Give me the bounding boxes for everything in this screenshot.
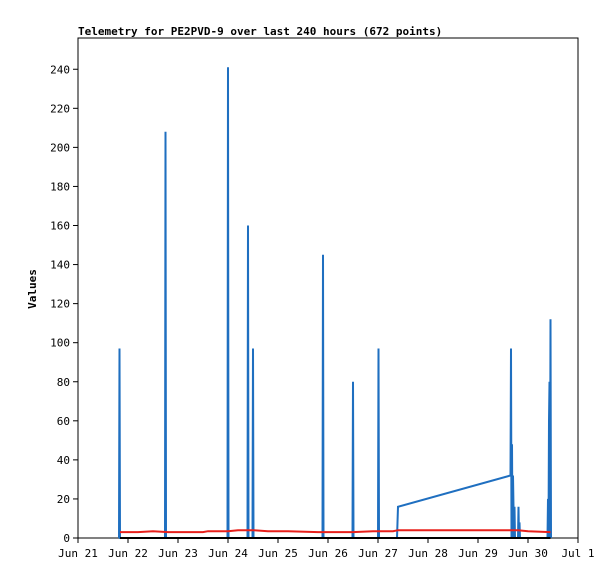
y-tick-label: 240 [50,63,70,76]
y-tick-label: 220 [50,102,70,115]
y-axis-label: Values [26,269,39,309]
y-tick-label: 100 [50,337,70,350]
x-tick-label: Jun 23 [158,547,198,560]
y-tick-label: 180 [50,180,70,193]
y-tick-label: 160 [50,220,70,233]
y-tick-label: 20 [57,493,70,506]
series-line-2 [120,529,551,534]
x-tick-label: Jun 30 [508,547,548,560]
x-tick-label: Jun 25 [258,547,298,560]
chart-title: Telemetry for PE2PVD-9 over last 240 hou… [78,25,442,38]
x-tick-label: Jun 27 [358,547,398,560]
y-tick-label: 120 [50,298,70,311]
plot-area [77,37,579,539]
x-axis: Jun 21 Jun 22 Jun 23 Jun 24 Jun 25 Jun 26 Jun … [58,538,595,560]
y-tick-label: 40 [57,454,70,467]
x-tick-label: Jul 1 [561,547,594,560]
x-tick-label: Jun 29 [458,547,498,560]
x-tick-label: Jun 21 [58,547,98,560]
y-tick-label: 80 [57,376,70,389]
y-axis: 0 20 40 60 80 100 120 140 160 180 200 220 240 [50,63,78,545]
x-tick-label: Jun 28 [408,547,448,560]
y-tick-label: 140 [50,259,70,272]
x-tick-label: Jun 26 [308,547,348,560]
y-tick-label: 60 [57,415,70,428]
y-tick-label: 200 [50,141,70,154]
x-tick-label: Jun 22 [108,547,148,560]
x-tick-label: Jun 24 [208,547,248,560]
y-tick-label: 0 [63,532,70,545]
